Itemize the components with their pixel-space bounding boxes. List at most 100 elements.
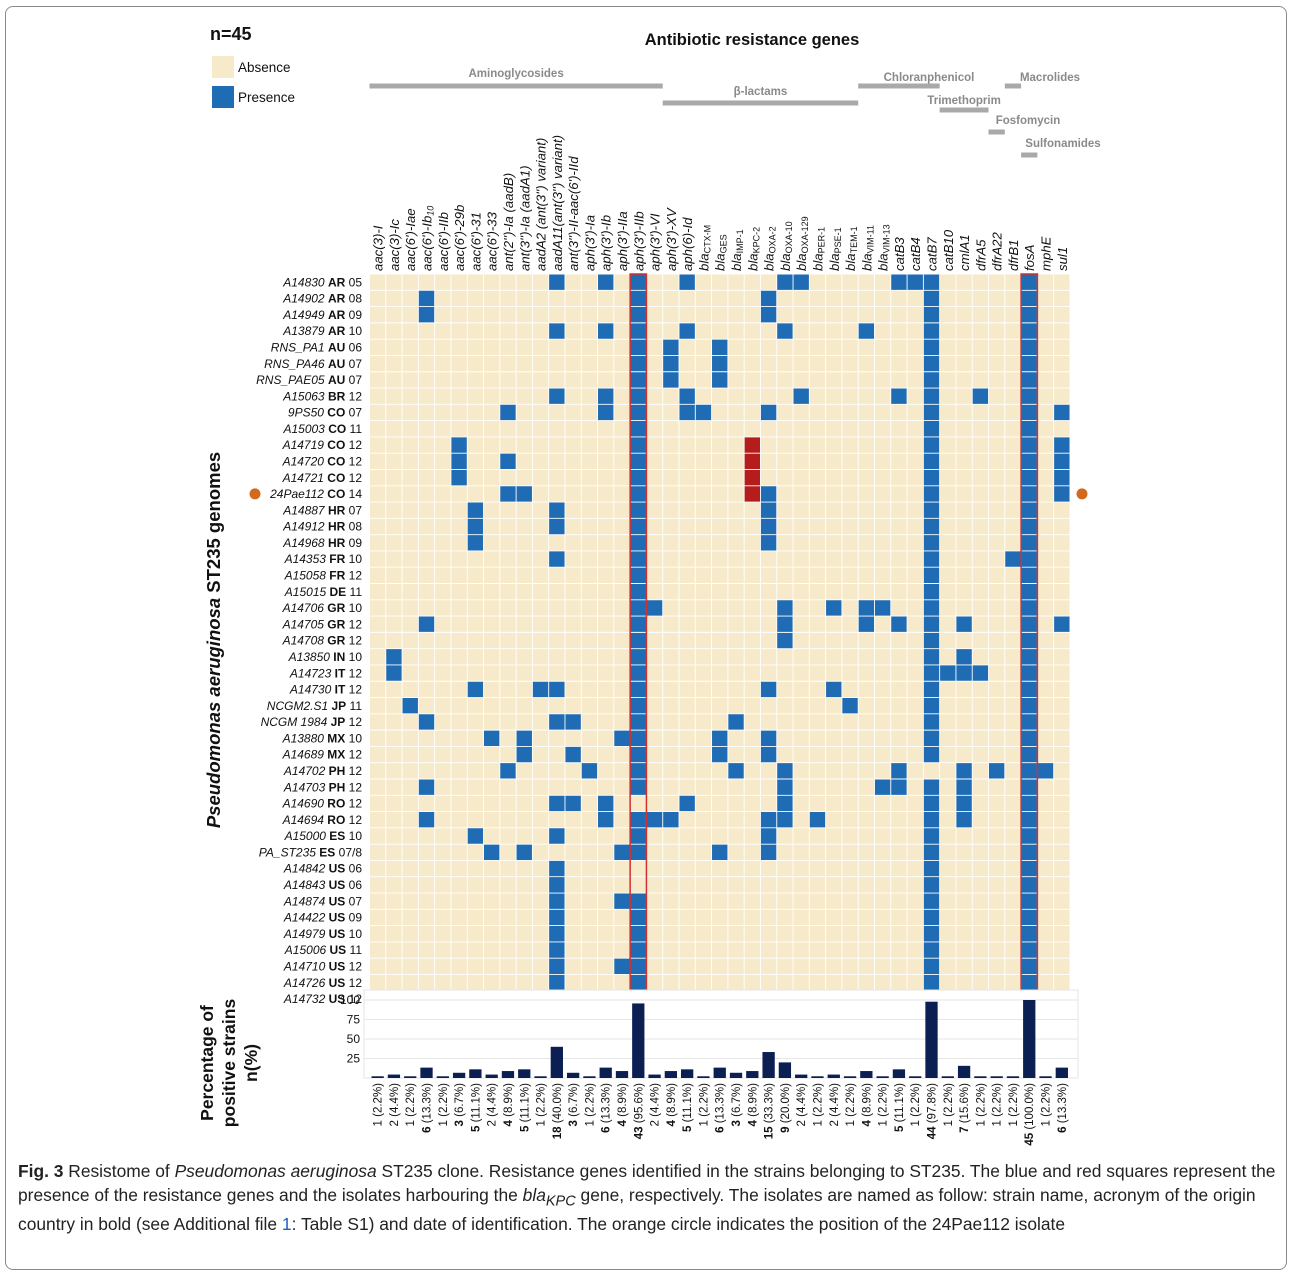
strain-date: 10 bbox=[349, 829, 363, 843]
percentage-bar bbox=[713, 1067, 726, 1078]
class-bar bbox=[662, 100, 859, 106]
class-label: Macrolides bbox=[1020, 72, 1080, 84]
additional-file-link[interactable]: 1 bbox=[281, 1214, 292, 1235]
bar-count: 1 bbox=[536, 1120, 548, 1126]
cell-presence bbox=[1021, 453, 1038, 470]
bar-value-label: 6 (13.3%) bbox=[422, 1083, 434, 1133]
cell-presence bbox=[418, 306, 435, 323]
bar-value-label: 1 (2.2%) bbox=[536, 1083, 548, 1127]
cell-presence bbox=[923, 876, 940, 894]
cell-presence bbox=[1021, 420, 1038, 437]
bar-percent: (11.1%) bbox=[894, 1083, 906, 1123]
strain-label: A14830 AR 05 bbox=[282, 275, 362, 289]
cell-presence bbox=[776, 274, 794, 291]
strain-date: 12 bbox=[349, 715, 363, 729]
cell-presence bbox=[581, 762, 598, 779]
cell-presence bbox=[630, 713, 647, 731]
gene-label: aac(6')-29b bbox=[452, 205, 467, 271]
strain-name: NCGM2.S1 bbox=[267, 699, 328, 713]
cell-presence bbox=[679, 322, 696, 340]
cell-presence bbox=[1021, 534, 1038, 551]
strain-date: 12 bbox=[349, 634, 363, 648]
cell-presence bbox=[516, 485, 533, 503]
cell-presence bbox=[1053, 485, 1070, 503]
strain-label: A14708 GR 12 bbox=[282, 634, 363, 648]
heatmap-background bbox=[369, 274, 1070, 1008]
strain-name: A15000 bbox=[284, 829, 327, 843]
gene-label-main: aadA11(ant(3'') variant) bbox=[550, 135, 565, 271]
cell-presence bbox=[760, 290, 777, 307]
cell-presence bbox=[1021, 550, 1038, 568]
gene-label: blaOXA-2 bbox=[762, 226, 778, 271]
strain-label: A13850 IN 10 bbox=[288, 650, 363, 664]
strain-country: ES bbox=[319, 845, 335, 859]
isolate-marker-left bbox=[249, 488, 261, 500]
strain-label: A14979 US 10 bbox=[283, 927, 362, 941]
caption-species: Pseudomonas aeruginosa bbox=[174, 1161, 377, 1181]
cell-presence bbox=[646, 599, 663, 617]
bar-percent: (2.2%) bbox=[536, 1083, 548, 1117]
cell-presence bbox=[1021, 974, 1038, 991]
cell-presence bbox=[630, 778, 647, 796]
class-label: Aminoglycosides bbox=[469, 68, 564, 80]
class-label: Sulfonamides bbox=[1025, 138, 1100, 150]
bar-value-label: 1 (2.2%) bbox=[992, 1083, 1004, 1127]
cell-presence bbox=[548, 713, 565, 731]
gene-label: blaTEM-1 bbox=[843, 226, 859, 271]
strain-date: 12 bbox=[349, 438, 363, 452]
bar-count: 1 bbox=[1008, 1120, 1020, 1126]
class-bar bbox=[988, 129, 1005, 135]
cell-presence bbox=[776, 811, 794, 828]
bar-chart-panel bbox=[363, 989, 1079, 1079]
strain-date: 05 bbox=[349, 275, 363, 289]
bar-axis-label: positive strains bbox=[219, 999, 239, 1128]
bar-count: 5 bbox=[470, 1125, 482, 1132]
strain-label: PA_ST235 ES 07/8 bbox=[259, 845, 363, 859]
gene-label: catB4 bbox=[908, 237, 923, 271]
cell-presence bbox=[548, 860, 565, 877]
cell-presence bbox=[890, 762, 908, 779]
bar-percent: (13.3%) bbox=[715, 1083, 727, 1123]
gene-label: mphE bbox=[1039, 236, 1054, 271]
strain-label: A14690 RO 12 bbox=[282, 797, 363, 811]
cell-presence bbox=[630, 485, 647, 503]
strain-date: 07 bbox=[349, 503, 363, 517]
cell-presence bbox=[499, 453, 517, 470]
bar-ytick-label: 50 bbox=[347, 1032, 361, 1046]
percentage-bar bbox=[941, 1076, 954, 1078]
gene-label: blaOXA-10 bbox=[778, 221, 794, 271]
cell-presence bbox=[630, 730, 647, 747]
gene-label-main: catB7 bbox=[925, 237, 940, 271]
bar-value-label: 1 (2.2%) bbox=[975, 1083, 987, 1127]
gene-label: ant(3'')-II-aac(6')-IId bbox=[566, 156, 581, 271]
cell-presence bbox=[858, 322, 875, 340]
bar-percent: (13.3%) bbox=[601, 1083, 613, 1123]
cell-presence bbox=[1053, 453, 1070, 470]
gene-label: ant(3'')-Ia (aadA1) bbox=[517, 166, 532, 271]
cell-presence bbox=[418, 811, 435, 828]
cell-presence bbox=[923, 697, 940, 714]
class-label: Chloranphenicol bbox=[884, 72, 975, 84]
strain-date: 12 bbox=[349, 617, 363, 631]
cell-presence bbox=[841, 697, 859, 714]
strain-date: 07/8 bbox=[339, 845, 363, 859]
bar-value-label: 2 (4.4%) bbox=[389, 1083, 401, 1127]
legend-label: Absence bbox=[238, 60, 291, 75]
gene-label-main: aac(3)-I bbox=[371, 225, 386, 271]
cell-presence bbox=[679, 274, 696, 291]
bar-count: 6 bbox=[601, 1126, 613, 1132]
strain-country: CO bbox=[327, 438, 345, 452]
cell-presence bbox=[776, 762, 794, 779]
bar-count: 1 bbox=[373, 1120, 385, 1126]
strain-label: A13880 MX 10 bbox=[282, 731, 363, 745]
cell-presence bbox=[1021, 485, 1038, 503]
strain-name: A14843 bbox=[283, 878, 326, 892]
bar-value-label: 6 (13.3%) bbox=[601, 1083, 613, 1133]
cell-presence bbox=[662, 811, 680, 828]
bar-value-label: 3 (6.7%) bbox=[454, 1083, 466, 1127]
gene-label: blaGES bbox=[713, 234, 729, 271]
strain-country: ES bbox=[329, 829, 345, 843]
strain-date: 12 bbox=[349, 797, 363, 811]
bar-value-label: 2 (4.4%) bbox=[796, 1083, 808, 1127]
cell-presence bbox=[548, 909, 565, 926]
